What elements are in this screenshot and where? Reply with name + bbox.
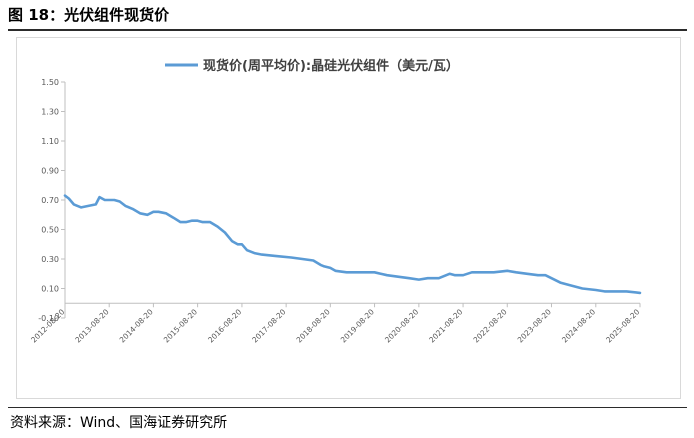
x-tick-label: 2013-08-20 <box>73 307 110 344</box>
x-tick-label: 2016-08-20 <box>206 307 243 344</box>
y-tick-label: 0.70 <box>41 196 59 205</box>
figure-title: 图 18：光伏组件现货价 <box>8 6 170 24</box>
chart-frame <box>16 37 681 399</box>
x-tick-label: 2014-08-20 <box>118 307 155 344</box>
title-divider <box>8 29 687 31</box>
source-note: 资料来源：Wind、国海证券研究所 <box>10 415 228 431</box>
x-axis: 2012-08-20 2013-08-20 2014-08-20 2015-08-20… <box>29 302 642 344</box>
x-tick-label: 2020-08-20 <box>383 307 420 344</box>
y-tick-label: 1.50 <box>41 78 59 87</box>
legend-label: 现货价(周平均价):晶硅光伏组件（美元/瓦） <box>203 58 459 74</box>
y-tick-label: 1.30 <box>41 108 59 117</box>
y-tick-label: 1.10 <box>41 137 59 146</box>
x-tick-label: 2021-08-20 <box>427 307 464 344</box>
x-tick-label: 2015-08-20 <box>162 307 199 344</box>
y-axis: -0.10 0.10 0.30 0.50 0.70 0.90 1.10 1.30 1.50 <box>38 78 66 323</box>
source-divider <box>8 407 687 408</box>
x-tick-label: 2018-08-20 <box>295 307 332 344</box>
legend: 现货价(周平均价):晶硅光伏组件（美元/瓦） <box>165 58 459 74</box>
x-tick-label: 2025-08-20 <box>604 307 641 344</box>
plot-area <box>63 194 642 295</box>
x-tick-label: 2023-08-20 <box>516 307 553 344</box>
y-tick-label: 0.30 <box>41 255 59 264</box>
series-line-0 <box>63 194 642 295</box>
x-tick-label: 2022-08-20 <box>471 307 508 344</box>
y-tick-label: 0.10 <box>41 285 59 294</box>
x-tick-label: 2017-08-20 <box>250 307 287 344</box>
y-tick-label: -0.10 <box>38 314 59 323</box>
y-tick-label: 0.90 <box>41 167 59 176</box>
x-tick-label: 2019-08-20 <box>339 307 376 344</box>
x-tick-label: 2012-08-20 <box>29 307 66 344</box>
x-tick-label: 2024-08-20 <box>560 307 597 344</box>
y-tick-label: 0.50 <box>41 226 59 235</box>
